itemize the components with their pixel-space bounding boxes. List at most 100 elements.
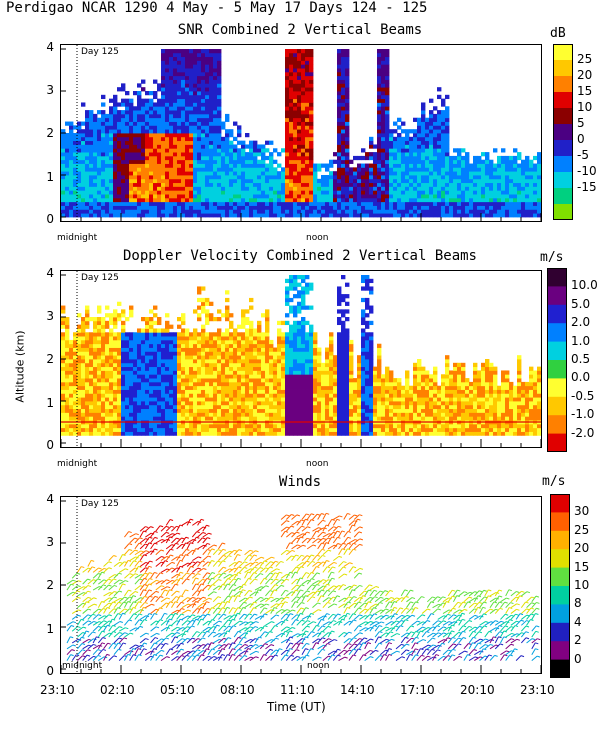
doppler-cell [85,370,90,375]
snr-cell [377,125,382,130]
snr-cell [221,178,226,184]
snr-cell [261,186,266,191]
doppler-cell [189,378,194,383]
doppler-cell [145,320,150,326]
snr-cell [293,94,298,100]
snr-cell [161,148,166,153]
snr-cell [437,159,442,164]
snr-cell [137,144,142,149]
doppler-cell [265,401,270,406]
snr-cell [301,121,306,126]
snr-cell [341,98,346,103]
colorbar-tick-label: 20 [577,68,593,82]
doppler-cell [173,416,178,421]
doppler-cell [73,374,78,379]
snr-cell [197,163,202,168]
doppler-cell [105,305,110,310]
doppler-cell [225,431,230,436]
snr-cell [437,175,442,180]
snr-cell [177,182,182,187]
snr-cell [301,60,306,65]
snr-cell [353,186,358,191]
snr-cell [145,171,150,176]
snr-cell [445,155,450,161]
doppler-cell [149,408,154,413]
doppler-cell [237,336,242,341]
snr-cell [433,182,438,187]
doppler-cell [117,362,122,368]
snr-cell [293,190,298,195]
snr-cell [197,121,202,126]
snr-cell [441,159,446,164]
snr-cell [301,163,306,168]
snr-cell [297,152,302,157]
doppler-cell [105,339,110,345]
snr-cell [145,136,150,142]
snr-cell [525,213,530,218]
snr-cell [245,163,250,168]
snr-cell [505,186,510,191]
snr-cell [285,129,290,134]
doppler-cell [61,320,66,326]
snr-cell [293,64,298,69]
snr-cell [193,155,198,161]
snr-cell [385,171,390,176]
doppler-cell [121,408,126,413]
doppler-cell [205,412,210,417]
doppler-cell [105,320,110,326]
doppler-cell [141,381,146,387]
doppler-cell [177,381,182,387]
doppler-cell [253,351,258,356]
doppler-cell [149,378,154,383]
snr-cell [137,98,142,103]
snr-cell [353,155,358,161]
doppler-cell [133,378,138,383]
snr-cell [297,52,302,58]
doppler-cell [289,404,294,410]
snr-cell [97,190,102,195]
snr-cell [345,68,350,73]
doppler-cell [289,397,294,402]
doppler-cell [269,385,274,390]
snr-cell [229,205,234,210]
snr-cell [201,94,206,100]
snr-cell [393,205,398,210]
snr-cell [293,197,298,203]
doppler-cell [245,317,250,322]
doppler-cell [137,408,142,413]
doppler-cell [145,359,150,364]
snr-cell [265,167,270,172]
snr-cell [269,167,274,172]
snr-cell [341,79,346,84]
snr-cell [465,163,470,168]
doppler-cell [285,408,290,413]
snr-cell [265,175,270,180]
snr-cell [205,175,210,180]
snr-cell [485,159,490,164]
snr-cell [85,159,90,164]
doppler-cell [265,404,270,410]
snr-cell [285,175,290,180]
doppler-cell [225,336,230,341]
doppler-cell [285,301,290,306]
snr-cell [309,209,314,214]
snr-cell [153,140,158,145]
doppler-cell [197,370,202,375]
doppler-cell [89,336,94,341]
doppler-cell [269,404,274,410]
doppler-cell [161,366,166,371]
snr-cell [421,163,426,168]
snr-cell [121,102,126,107]
snr-cell [469,178,474,184]
snr-cell [201,121,206,126]
snr-cell [473,175,478,180]
snr-cell [169,213,174,218]
doppler-cell [257,412,262,417]
doppler-cell [161,427,166,432]
doppler-cell [169,374,174,379]
snr-cell [133,144,138,149]
snr-cell [381,136,386,142]
snr-cell [193,117,198,122]
snr-cell [289,60,294,65]
doppler-cell [189,401,194,406]
